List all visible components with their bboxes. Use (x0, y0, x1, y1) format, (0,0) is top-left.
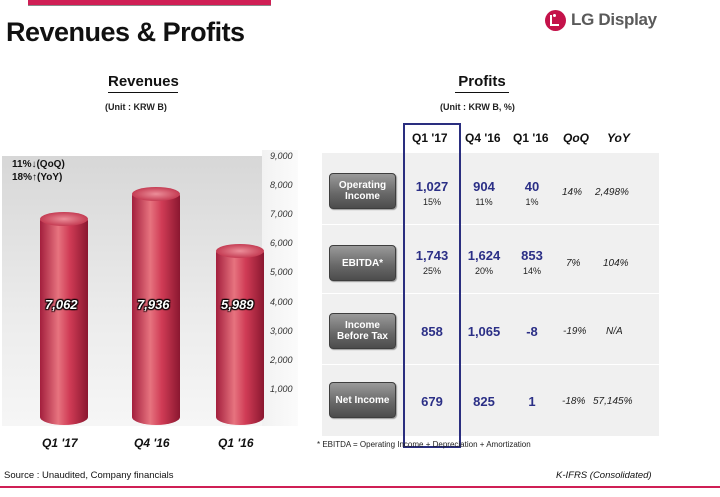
cell-yoy: 57,145% (593, 396, 633, 407)
y-tick-label: 1,000 (270, 383, 293, 394)
q1-17-highlight-box (403, 123, 461, 448)
y-tick-label: 6,000 (270, 238, 293, 249)
annotation-qoq: 11%↓(QoQ) (12, 159, 65, 170)
row-separator (322, 293, 659, 294)
revenue-bar-cap (216, 243, 264, 258)
bottom-accent-line (0, 486, 720, 488)
revenue-bar (40, 212, 88, 425)
cell-value: 1,065 (467, 324, 501, 339)
col-header-q4-16: Q4 '16 (465, 131, 501, 145)
profits-heading-underline (455, 92, 509, 93)
x-category-label: Q4 '16 (134, 436, 170, 450)
row-label-net-income: Net Income (329, 382, 396, 418)
revenue-bar (216, 243, 264, 425)
company-logo: LG Display (545, 9, 657, 31)
revenue-annotation: 11%↓(QoQ) 18%↑(YoY) (12, 158, 65, 184)
cell-value: 1,624 (467, 248, 501, 263)
profits-unit: (Unit : KRW B, %) (440, 102, 515, 112)
cell-value: 679 (421, 394, 443, 409)
row-separator (322, 224, 659, 225)
revenue-bar-value-label: 7,936 (137, 297, 170, 312)
slide-title: Revenues & Profits (6, 17, 245, 47)
top-accent-bar (28, 0, 271, 6)
cell-value: 853 (521, 248, 543, 263)
cell-margin: 25% (422, 266, 441, 276)
col-header-q1-16: Q1 '16 (513, 131, 549, 145)
cell-yoy: 2,498% (595, 187, 629, 198)
cell-qoq: -18% (562, 396, 586, 407)
revenue-chart-axis-wall (262, 150, 298, 426)
y-tick-label: 8,000 (270, 180, 293, 191)
cell-value: 1 (528, 394, 536, 409)
cell-value: 1,027 (415, 179, 449, 194)
y-tick-label: 3,000 (270, 325, 293, 336)
revenue-bar-value-label: 7,062 (45, 297, 78, 312)
row-label-operating-income: Operating Income (329, 173, 396, 209)
y-tick-label: 4,000 (270, 296, 293, 307)
y-tick-label: 2,000 (270, 354, 293, 365)
cell-yoy: 104% (603, 258, 629, 269)
row-label-income-before-tax: Income Before Tax (329, 313, 396, 349)
lg-logo-icon (545, 9, 566, 31)
revenue-bar-value-label: 5,989 (221, 297, 254, 312)
cell-value: 858 (421, 324, 443, 339)
row-separator (322, 364, 659, 365)
row-label-ebitda: EBITDA* (329, 245, 396, 281)
accounting-standard: K-IFRS (Consolidated) (556, 470, 652, 481)
revenues-heading: Revenues (108, 73, 179, 93)
col-header-yoy: YoY (607, 131, 630, 145)
y-tick-label: 5,000 (270, 267, 293, 278)
col-header-qoq: QoQ (563, 131, 589, 145)
cell-value: 1,743 (415, 248, 449, 263)
cell-value: 825 (473, 394, 495, 409)
cell-margin: 1% (525, 197, 539, 207)
cell-qoq: 7% (566, 258, 581, 269)
col-header-q1-17: Q1 '17 (412, 131, 448, 145)
cell-value: 904 (473, 179, 495, 194)
cell-qoq: -19% (563, 326, 587, 337)
source-note: Source : Unaudited, Company financials (4, 470, 174, 481)
revenues-heading-text: Revenues (108, 73, 179, 90)
x-category-label: Q1 '16 (218, 436, 254, 450)
revenues-unit: (Unit : KRW B) (105, 102, 167, 112)
cell-margin: 11% (475, 197, 493, 207)
cell-margin: 14% (522, 266, 541, 276)
revenues-heading-underline (108, 92, 178, 93)
revenue-bar (132, 186, 180, 425)
profits-heading: Profits (455, 73, 509, 93)
annotation-yoy: 18%↑(YoY) (12, 172, 63, 183)
x-category-label: Q1 '17 (42, 436, 78, 450)
cell-margin: 20% (474, 266, 493, 276)
profits-heading-text: Profits (458, 73, 506, 90)
revenue-bar-cap (132, 186, 180, 201)
cell-value: -8 (526, 324, 538, 339)
cell-qoq: 14% (562, 187, 583, 198)
y-tick-label: 9,000 (270, 151, 293, 161)
revenue-bar-cap (40, 212, 88, 227)
cell-margin: 15% (422, 197, 441, 207)
logo-text: LG Display (571, 10, 657, 29)
y-tick-label: 7,000 (270, 209, 293, 220)
ebitda-footnote: * EBITDA = Operating Income + Depreciati… (317, 440, 531, 449)
cell-yoy: N/A (606, 326, 623, 337)
cell-value: 40 (524, 179, 540, 194)
